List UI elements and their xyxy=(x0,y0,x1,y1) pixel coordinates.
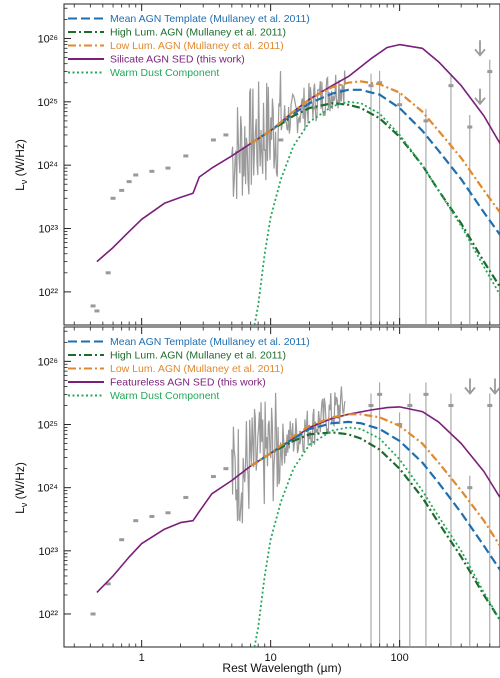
top-mean-curve xyxy=(250,88,500,236)
bottom-photometry-point xyxy=(223,467,229,471)
bottom-observed-spectrum xyxy=(231,386,346,524)
top-y-tick-label: 10²⁵ xyxy=(38,97,58,109)
top-photometry-point xyxy=(90,304,96,308)
top-legend-label-mean: Mean AGN Template (Mullaney et al. 2011) xyxy=(110,13,310,25)
top-photometry-point xyxy=(94,309,100,313)
top-photometry-point xyxy=(278,138,284,142)
top-dust-curve xyxy=(253,100,500,325)
top-photometry-point xyxy=(448,84,454,88)
top-y-tick-label: 10²² xyxy=(38,287,58,299)
top-photometry-point xyxy=(165,166,171,170)
bottom-plot-frame xyxy=(63,326,500,648)
bottom-y-tick-label: 10²⁴ xyxy=(37,483,58,495)
top-panel: 10²² 10²³ 10²⁴ 10²⁵ 10²⁶ Mean AGN Template (… xyxy=(13,3,500,326)
top-photometry-point xyxy=(397,103,403,107)
top-high-curve xyxy=(250,102,500,288)
bottom-legend-label-sed: Featureless AGN SED (this work) xyxy=(110,377,266,389)
top-photometry-point xyxy=(183,154,189,158)
bottom-photometry-point xyxy=(183,495,189,499)
bottom-upper-limit-arrow xyxy=(464,378,476,395)
bottom-photometry-point xyxy=(423,392,429,396)
top-y-tick-label: 10²³ xyxy=(38,224,58,236)
bottom-high-curve xyxy=(250,431,500,621)
bottom-mean-curve xyxy=(250,420,500,571)
bottom-legend-label-mean: Mean AGN Template (Mullaney et al. 2011) xyxy=(110,336,310,348)
top-photometry-point xyxy=(487,70,493,74)
bottom-photometry-point xyxy=(368,404,374,408)
bottom-photometry-point xyxy=(210,475,216,479)
top-legend-label-sed: Silicate AGN SED (this work) xyxy=(110,54,245,66)
top-legend: Mean AGN Template (Mullaney et al. 2011)… xyxy=(68,13,310,79)
bottom-photometry-point xyxy=(165,511,171,515)
top-photometry-point xyxy=(149,169,155,173)
top-y-tick-label: 10²⁶ xyxy=(38,33,58,45)
top-y-axis-label: Lν (W/Hz) xyxy=(13,139,29,191)
top-upper-limit-arrow xyxy=(474,88,486,106)
bottom-legend-label-low: Low Lum. AGN (Mullaney et al. 2011) xyxy=(110,363,284,375)
bottom-photometry-point xyxy=(133,519,139,523)
top-photometry-point xyxy=(126,180,132,184)
bottom-legend-label-high: High Lum. AGN (Mullaney et al. 2011) xyxy=(110,350,286,362)
bottom-y-tick-label: 10²⁵ xyxy=(38,420,58,432)
top-photometry-point xyxy=(119,188,125,192)
bottom-photometry-point xyxy=(487,404,493,408)
bottom-photometry-point xyxy=(467,486,473,490)
top-photometry-point xyxy=(110,196,116,200)
bottom-y-tick-label: 10²⁶ xyxy=(38,356,58,368)
x-tick-label: 1 xyxy=(139,652,145,664)
x-tick-label: 100 xyxy=(390,652,408,664)
top-photometry-point xyxy=(423,119,429,123)
top-data-layer xyxy=(90,40,500,325)
top-observed-spectrum xyxy=(231,70,346,200)
top-legend-label-high: High Lum. AGN (Mullaney et al. 2011) xyxy=(110,27,286,39)
bottom-photometry-point xyxy=(90,612,96,616)
x-axis-label: Rest Wavelength (µm) xyxy=(222,661,341,675)
bottom-y-tick-label: 10²² xyxy=(38,609,58,621)
top-photometry-point xyxy=(312,106,318,110)
bottom-photometry-point xyxy=(448,404,454,408)
bottom-photometry-point xyxy=(119,538,125,542)
top-photometry-point xyxy=(105,271,111,275)
bottom-photometry-point xyxy=(397,423,403,427)
top-legend-label-dust: Warm Dust Component xyxy=(110,67,219,79)
top-photometry-point xyxy=(133,173,139,177)
top-y-tick-label: 10²⁴ xyxy=(37,160,58,172)
bottom-axes: 10²² 10²³ 10²⁴ 10²⁵ 10²⁶ 1 10 100 xyxy=(37,327,491,664)
bottom-legend-label-dust: Warm Dust Component xyxy=(110,390,219,402)
top-photometry-point xyxy=(377,81,383,85)
top-axes: 10²² 10²³ 10²⁴ 10²⁵ 10²⁶ xyxy=(37,4,491,325)
top-plot-frame xyxy=(63,3,500,326)
bottom-y-axis-label: Lν (W/Hz) xyxy=(13,462,29,514)
bottom-photometry-point xyxy=(149,514,155,518)
bottom-photometry-point xyxy=(105,582,111,586)
top-photometry-point xyxy=(467,125,473,129)
bottom-low-curve xyxy=(250,413,500,547)
bottom-dust-curve xyxy=(253,426,500,647)
bottom-panel: 10²² 10²³ 10²⁴ 10²⁵ 10²⁶ 1 10 100 Mean AGN Temp… xyxy=(13,326,500,664)
bottom-photometry-point xyxy=(377,392,383,396)
top-legend-label-low: Low Lum. AGN (Mullaney et al. 2011) xyxy=(110,40,284,52)
top-upper-limit-arrow xyxy=(474,40,486,57)
top-photometry-point xyxy=(210,138,216,142)
top-photometry-point xyxy=(368,84,374,88)
bottom-y-tick-label: 10²³ xyxy=(38,546,58,558)
x-tick-label: 10 xyxy=(265,652,277,664)
bottom-legend: Mean AGN Template (Mullaney et al. 2011)… xyxy=(68,336,310,402)
bottom-upper-limit-arrow xyxy=(489,378,500,395)
bottom-photometry-point xyxy=(407,404,413,408)
top-photometry-point xyxy=(223,133,229,137)
bottom-data-layer xyxy=(90,378,500,647)
